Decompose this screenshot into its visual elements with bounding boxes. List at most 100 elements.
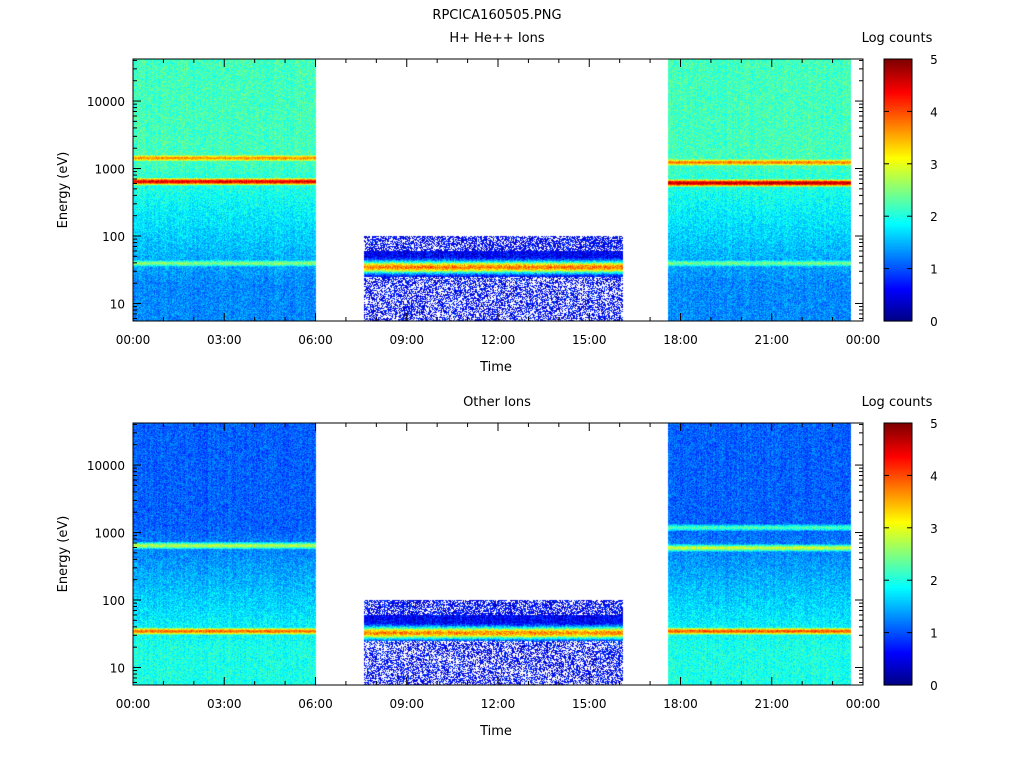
colorbar-swatch [884, 251, 912, 254]
colorbar-swatch [884, 159, 912, 163]
colorbar-swatch [884, 268, 912, 272]
colorbar-swatch [884, 104, 912, 108]
x-tick-label: 21:00 [754, 333, 789, 347]
colorbar-swatch [884, 157, 912, 161]
colorbar-tick-label: 2 [930, 210, 938, 224]
colorbar-swatch [884, 165, 912, 169]
colorbar-swatch [884, 582, 912, 586]
colorbar-swatch [884, 427, 912, 431]
colorbar-swatch [884, 181, 912, 185]
colorbar-swatch [884, 122, 912, 126]
colorbar-swatch [884, 464, 912, 468]
colorbar-swatch [884, 547, 912, 551]
x-tick-label: 06:00 [298, 333, 333, 347]
colorbar-swatch [884, 656, 912, 660]
colorbar-tick-label: 4 [930, 105, 938, 119]
colorbar-swatch [884, 98, 912, 102]
colorbar-swatch [884, 155, 912, 158]
x-tick-label: 15:00 [572, 697, 607, 711]
colorbar-swatch [884, 179, 912, 182]
colorbar-swatch [884, 141, 912, 145]
colorbar-swatch [884, 107, 912, 110]
colorbar-swatch [884, 183, 912, 187]
colorbar-swatch [884, 131, 912, 134]
y-tick-label: 10000 [87, 95, 125, 109]
colorbar-swatch [884, 253, 912, 257]
colorbar-swatch [884, 117, 912, 121]
colorbar-swatch [884, 194, 912, 198]
colorbar-swatch [884, 647, 912, 651]
colorbar-swatch [884, 588, 912, 592]
colorbar-swatch [884, 286, 912, 289]
colorbar-swatch [884, 503, 912, 507]
x-tick-label: 15:00 [572, 333, 607, 347]
colorbar-swatch [884, 451, 912, 455]
colorbar-swatch [884, 207, 912, 211]
colorbar-tick-label: 2 [930, 574, 938, 588]
colorbar-swatch [884, 93, 912, 97]
colorbar-swatch [884, 440, 912, 444]
colorbar-swatch [884, 475, 912, 479]
colorbar-swatch [884, 80, 912, 84]
colorbar-swatch [884, 556, 912, 559]
colorbar-swatch [884, 83, 912, 86]
colorbar-swatch [884, 615, 912, 618]
colorbar-swatch [884, 59, 912, 62]
colorbar-swatch [884, 152, 912, 156]
colorbar-swatch [884, 608, 912, 612]
colorbar-swatch [884, 429, 912, 433]
colorbar-swatch [884, 669, 912, 673]
colorbar-swatch [884, 203, 912, 206]
colorbar-swatch [884, 512, 912, 516]
colorbar-swatch [884, 558, 912, 562]
colorbar-swatch [884, 172, 912, 176]
y-tick-label: 100 [102, 230, 125, 244]
y-tick-label: 100 [102, 594, 125, 608]
x-tick-label: 21:00 [754, 697, 789, 711]
colorbar-swatch [884, 442, 912, 446]
colorbar-swatch [884, 89, 912, 93]
colorbar-swatch [884, 604, 912, 607]
colorbar-swatch [884, 216, 912, 219]
heatmap-image [133, 423, 863, 685]
colorbar-swatch [884, 200, 912, 204]
x-tick-label: 00:00 [846, 697, 881, 711]
colorbar-swatch [884, 296, 912, 300]
colorbar-swatch [884, 676, 912, 680]
colorbar-tick-label: 3 [930, 158, 938, 172]
colorbar-swatch [884, 214, 912, 217]
colorbar-swatch [884, 678, 912, 682]
colorbar-swatch [884, 312, 912, 316]
colorbar-swatch [884, 545, 912, 549]
colorbar-swatch [884, 303, 912, 307]
colorbar-swatch [884, 113, 912, 117]
colorbar-swatch [884, 248, 912, 252]
colorbar-swatch [884, 602, 912, 605]
colorbar-swatch [884, 543, 912, 546]
colorbar-swatch [884, 488, 912, 492]
x-tick-label: 03:00 [207, 697, 242, 711]
colorbar-swatch [884, 133, 912, 137]
colorbar-swatch [884, 170, 912, 174]
colorbar-swatch [884, 292, 912, 296]
colorbar-swatch [884, 161, 912, 165]
x-tick-label: 09:00 [389, 333, 424, 347]
colorbar-swatch [884, 473, 912, 476]
colorbar-swatch [884, 209, 912, 213]
colorbar-swatch [884, 549, 912, 553]
colorbar-swatch [884, 610, 912, 614]
colorbar-swatch [884, 516, 912, 520]
colorbar-swatch [884, 438, 912, 442]
colorbar-swatch [884, 569, 912, 573]
y-axis: 10 100 1000 10000 [87, 59, 863, 319]
colorbar-swatch [884, 578, 912, 581]
colorbar-swatch [884, 150, 912, 154]
colorbar-swatch [884, 654, 912, 658]
x-tick-label: 00:00 [846, 333, 881, 347]
colorbar-swatch [884, 680, 912, 684]
colorbar-swatch [884, 562, 912, 566]
colorbar-swatch [884, 91, 912, 95]
colorbar-swatch [884, 571, 912, 575]
colorbar-swatch [884, 102, 912, 106]
